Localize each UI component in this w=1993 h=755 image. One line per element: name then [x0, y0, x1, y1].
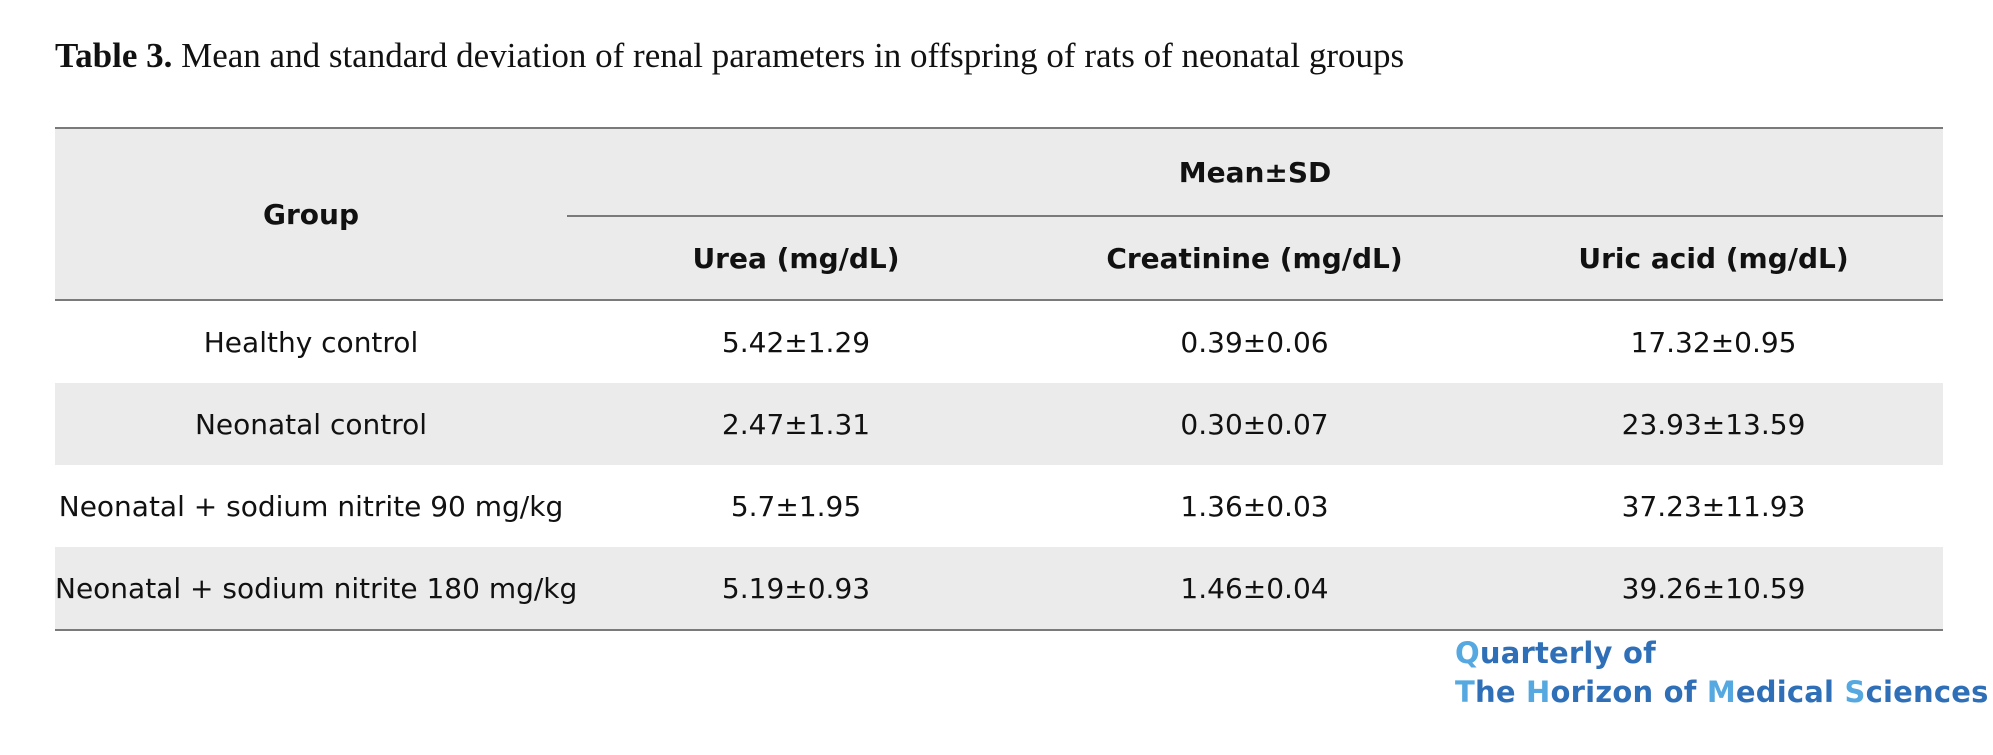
creatinine-cell: 0.30±0.07 — [1180, 407, 1329, 441]
creatinine-cell: 1.46±0.04 — [1180, 571, 1329, 605]
table-caption-text: Mean and standard deviation of renal par… — [172, 36, 1405, 75]
urea-cell: 5.19±0.93 — [721, 571, 871, 605]
uric-acid-cell: 39.26±10.59 — [1621, 571, 1806, 605]
creatinine-cell: 0.39±0.06 — [1180, 325, 1329, 359]
table-row: Neonatal + sodium nitrite 90 mg/kg 5.7±1… — [55, 465, 1943, 547]
renal-parameters-table: Group Mean±SD Urea (mg/dL) Creatinine (m… — [55, 127, 1944, 631]
group-cell: Neonatal + sodium nitrite 90 mg/kg — [58, 489, 564, 523]
group-cell: Neonatal control — [194, 407, 428, 441]
urea-cell: 5.7±1.95 — [730, 489, 862, 523]
creatinine-column-header: Creatinine (mg/dL) — [1025, 216, 1484, 301]
group-cell: Neonatal + sodium nitrite 180 mg/kg — [55, 571, 578, 605]
journal-logo-line1: Quarterly of — [1455, 636, 1656, 670]
uric-acid-cell: 37.23±11.93 — [1621, 489, 1806, 523]
group-column-header: Group — [55, 128, 567, 301]
urea-cell: 5.42±1.29 — [721, 325, 871, 359]
urea-cell: 2.47±1.31 — [721, 407, 871, 441]
urea-column-header: Urea (mg/dL) — [567, 216, 1025, 301]
journal-logo: Quarterly of The Horizon of Medical Scie… — [1455, 634, 1989, 712]
table-row: Healthy control 5.42±1.29 0.39±0.06 17.3… — [55, 300, 1943, 383]
table-caption: Table 3. Mean and standard deviation of … — [55, 32, 1404, 80]
creatinine-cell: 1.36±0.03 — [1180, 489, 1329, 523]
uric-acid-cell: 17.32±0.95 — [1630, 325, 1797, 359]
table-caption-label: Table 3. — [55, 36, 173, 75]
table-row: Neonatal control 2.47±1.31 0.30±0.07 23.… — [55, 383, 1944, 465]
uric-acid-column-header: Uric acid (mg/dL) — [1484, 216, 1944, 301]
uric-acid-cell: 23.93±13.59 — [1621, 407, 1806, 441]
table-row: Neonatal + sodium nitrite 180 mg/kg 5.19… — [55, 547, 1944, 630]
journal-logo-line2: The Horizon of Medical Sciences — [1455, 675, 1989, 709]
group-cell: Healthy control — [203, 325, 419, 359]
mean-sd-header: Mean±SD — [567, 128, 1944, 217]
